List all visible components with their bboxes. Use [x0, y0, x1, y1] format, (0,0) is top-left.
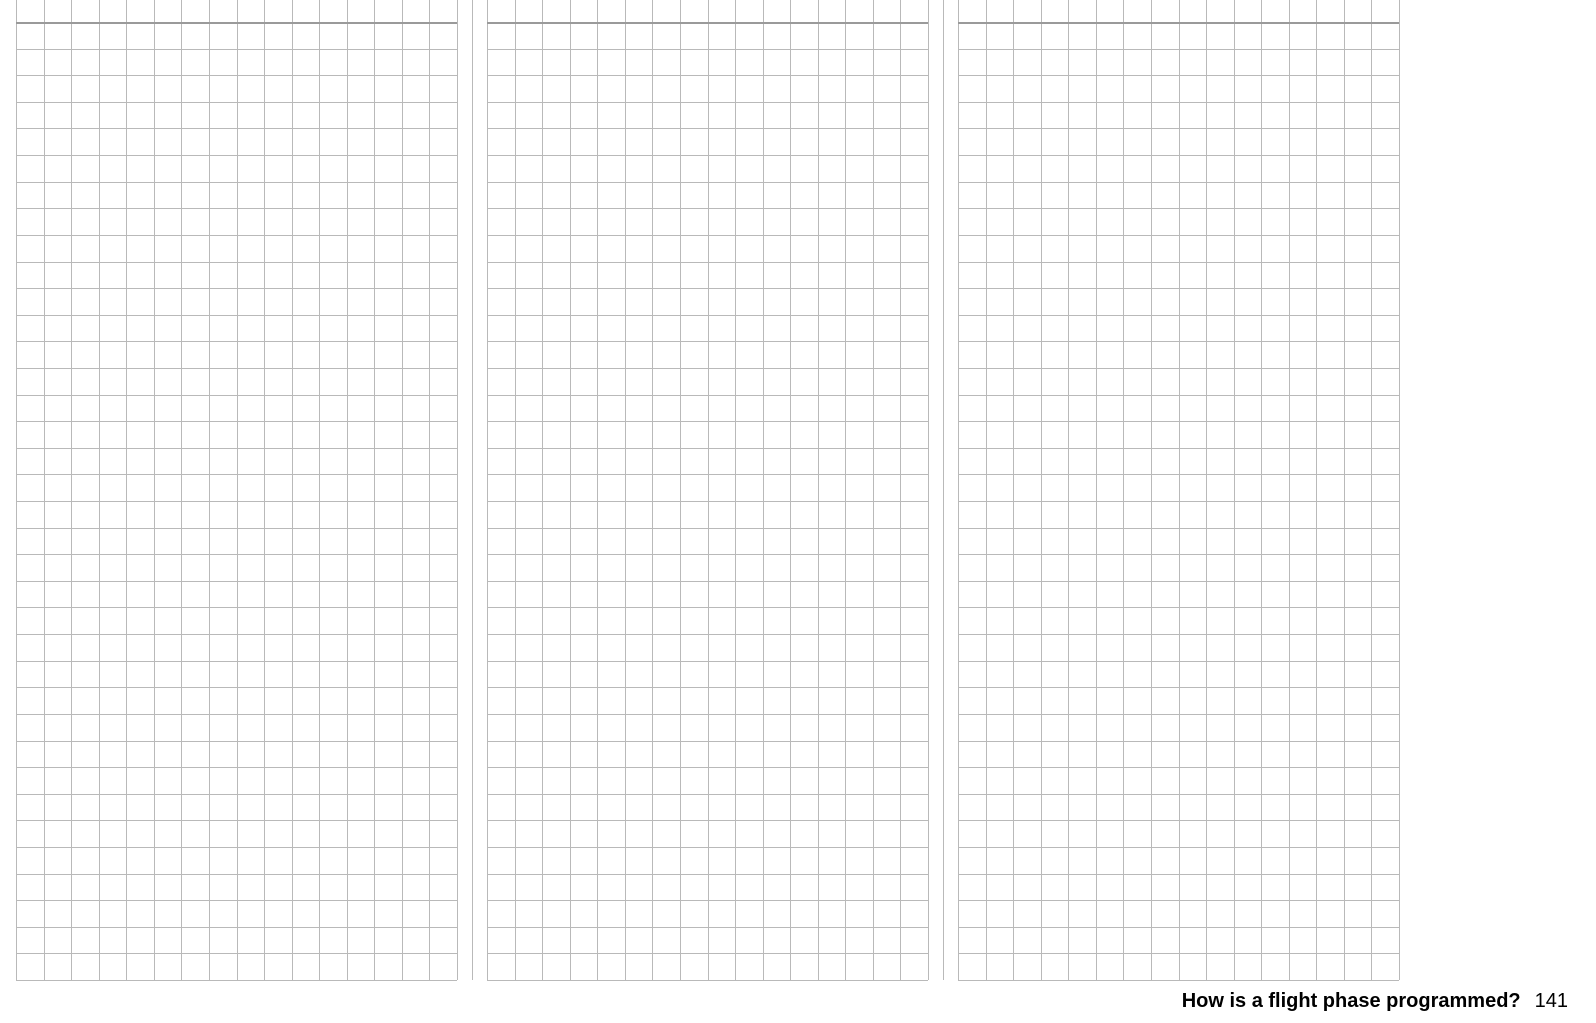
page-footer: How is a flight phase programmed? 141 — [1182, 990, 1568, 1013]
grid-columns-container — [16, 0, 1399, 980]
grid-column — [16, 0, 457, 980]
grid-column — [958, 0, 1399, 980]
footer-title: How is a flight phase programmed? — [1182, 990, 1521, 1013]
page: How is a flight phase programmed? 141 — [0, 0, 1596, 1023]
column-separator — [943, 0, 944, 980]
grid-column — [487, 0, 928, 980]
column-separator — [472, 0, 473, 980]
footer-page-number: 141 — [1535, 990, 1568, 1013]
